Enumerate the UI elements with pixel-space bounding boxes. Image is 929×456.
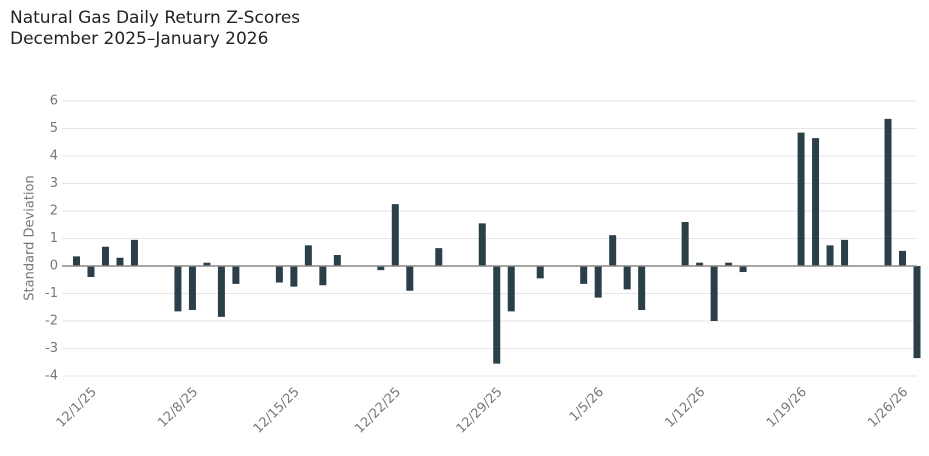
y-axis-label: Standard Deviation — [23, 175, 38, 300]
bar — [377, 266, 385, 271]
bar — [101, 246, 109, 266]
bar — [841, 239, 849, 266]
bar — [435, 248, 443, 266]
bar — [638, 266, 646, 310]
y-tick-label: -2 — [45, 314, 58, 329]
bar — [913, 266, 921, 359]
x-tick-label: 12/8/25 — [155, 385, 201, 431]
bar — [87, 266, 95, 277]
bar — [319, 266, 327, 286]
bar — [594, 266, 602, 298]
y-tick-label: 5 — [50, 121, 58, 136]
bar — [116, 257, 124, 266]
chart-title: Natural Gas Daily Return Z-Scores — [10, 8, 300, 28]
bar — [406, 266, 414, 291]
bar — [275, 266, 283, 283]
y-tick-label: 0 — [50, 259, 58, 274]
bar — [72, 256, 80, 266]
x-tick-label: 12/1/25 — [54, 385, 100, 431]
y-tick-label: -4 — [45, 369, 58, 384]
bar — [188, 266, 196, 310]
chart-subtitle: December 2025–January 2026 — [10, 29, 268, 49]
bar — [725, 262, 733, 266]
y-tick-label: 2 — [50, 204, 58, 219]
bar — [812, 138, 820, 266]
y-tick-label: 6 — [50, 94, 58, 109]
bar — [536, 266, 544, 279]
bar — [333, 255, 341, 266]
x-tick-label: 1/26/26 — [865, 385, 911, 431]
bar — [696, 262, 704, 266]
bar — [391, 204, 399, 266]
bar — [884, 118, 892, 266]
x-tick-label: 1/5/26 — [567, 385, 607, 425]
bar — [290, 266, 298, 287]
y-tick-label: 1 — [50, 231, 58, 246]
bar — [130, 239, 138, 266]
y-tick-label: 3 — [50, 176, 58, 191]
bar — [710, 266, 718, 321]
bar — [203, 262, 211, 266]
y-tick-label: -1 — [45, 286, 58, 301]
bar — [623, 266, 631, 290]
x-tick-label: 12/29/25 — [454, 385, 506, 437]
x-tick-label: 12/22/25 — [352, 385, 404, 437]
bar — [899, 250, 907, 266]
x-tick-label: 1/19/26 — [764, 385, 810, 431]
bar — [174, 266, 182, 312]
bar — [580, 266, 588, 284]
bar — [739, 266, 747, 273]
bar — [304, 245, 312, 266]
bar — [507, 266, 515, 312]
y-tick-label: -3 — [45, 341, 58, 356]
bar — [217, 266, 225, 317]
bar — [493, 266, 501, 364]
bar — [681, 222, 689, 266]
bar — [826, 245, 834, 266]
bar — [232, 266, 240, 284]
bar — [797, 132, 805, 266]
bar — [478, 223, 486, 266]
x-tick-label: 1/12/26 — [662, 385, 708, 431]
x-tick-label: 12/15/25 — [251, 385, 303, 437]
y-tick-label: 4 — [50, 149, 58, 164]
bar — [609, 235, 617, 266]
